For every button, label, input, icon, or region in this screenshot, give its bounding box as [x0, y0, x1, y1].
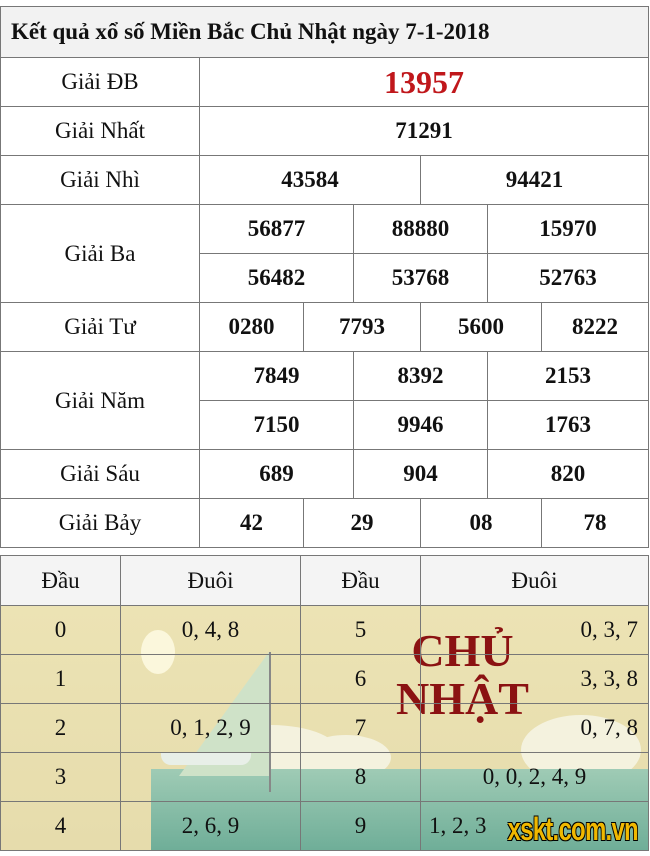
prize-number: 7150 [199, 400, 354, 450]
mast-icon [269, 652, 271, 792]
prize-number: 9946 [353, 400, 488, 450]
prize-number: 689 [199, 449, 354, 499]
sun-icon [141, 630, 175, 674]
loto-tail: 0, 3, 7 [420, 605, 649, 655]
site-logo: xskt.com.vn [507, 811, 639, 847]
loto-head: 4 [0, 801, 121, 851]
loto-head: 5 [300, 605, 421, 655]
prize-label: Giải Nhất [0, 106, 200, 156]
prize-number: 43584 [199, 155, 421, 205]
prize-label: Giải Ba [0, 204, 200, 303]
special-prize-number: 13957 [199, 57, 649, 107]
loto-head: 1 [0, 654, 121, 704]
loto-tail: 2, 6, 9 [120, 801, 301, 851]
stamp-line: CHỦ [411, 625, 514, 676]
loto-tail: 3, 3, 8 [420, 654, 649, 704]
stamp-line: NHẬT [396, 673, 529, 724]
background-illustration: CHỦ NHẬT xskt.com.vn [1, 605, 648, 850]
prize-number: 29 [303, 498, 421, 548]
prize-number: 53768 [353, 253, 488, 303]
prize-number: 7849 [199, 351, 354, 401]
prize-number: 1763 [487, 400, 649, 450]
prize-label: Giải Bảy [0, 498, 200, 548]
loto-tail: 0, 4, 8 [120, 605, 301, 655]
loto-head: 2 [0, 703, 121, 753]
page-title: Kết quả xổ số Miền Bắc Chủ Nhật ngày 7-1… [0, 6, 649, 58]
prize-label: Giải Tư [0, 302, 200, 352]
loto-tail: 1, 2, 3 [420, 801, 649, 851]
loto-head: 7 [300, 703, 421, 753]
prize-number: 820 [487, 449, 649, 499]
prize-label: Giải ĐB [0, 57, 200, 107]
prize-number: 71291 [199, 106, 649, 156]
prize-number: 94421 [420, 155, 649, 205]
loto-tail: 0, 7, 8 [420, 703, 649, 753]
prize-label: Giải Nhì [0, 155, 200, 205]
column-header: Đầu [300, 555, 421, 606]
prize-number: 5600 [420, 302, 542, 352]
prize-number: 52763 [487, 253, 649, 303]
prize-label: Giải Sáu [0, 449, 200, 499]
column-header: Đuôi [120, 555, 301, 606]
prize-number: 56482 [199, 253, 354, 303]
prize-number: 56877 [199, 204, 354, 254]
loto-tail: 0, 1, 2, 9 [120, 703, 301, 753]
prize-number: 904 [353, 449, 488, 499]
prize-number: 0280 [199, 302, 304, 352]
loto-head: 0 [0, 605, 121, 655]
prize-number: 88880 [353, 204, 488, 254]
prize-number: 7793 [303, 302, 421, 352]
loto-head: 9 [300, 801, 421, 851]
loto-head: 3 [0, 752, 121, 802]
prize-number: 15970 [487, 204, 649, 254]
column-header: Đuôi [420, 555, 649, 606]
prize-number: 78 [541, 498, 649, 548]
prize-label: Giải Năm [0, 351, 200, 450]
prize-number: 2153 [487, 351, 649, 401]
loto-tail [120, 654, 301, 704]
column-header: Đầu [0, 555, 121, 606]
prize-number: 42 [199, 498, 304, 548]
prize-number: 8222 [541, 302, 649, 352]
prize-number: 8392 [353, 351, 488, 401]
loto-head: 8 [300, 752, 421, 802]
loto-tail [120, 752, 301, 802]
prize-number: 08 [420, 498, 542, 548]
loto-tail: 0, 0, 2, 4, 9 [420, 752, 649, 802]
sea-illustration [151, 769, 648, 850]
loto-head: 6 [300, 654, 421, 704]
stamp-text: CHỦ NHẬT [396, 627, 529, 723]
boat-hull-icon [161, 753, 251, 765]
